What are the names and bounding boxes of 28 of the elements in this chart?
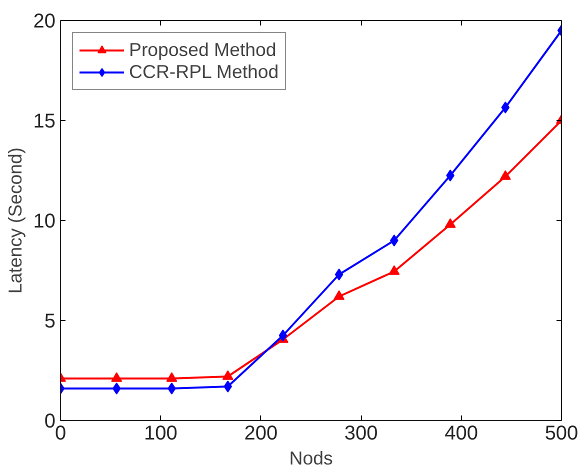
x-tick-label: 100 (144, 422, 178, 444)
legend-label: CCR-RPL Method (129, 61, 279, 83)
point (501, 102, 510, 114)
x-tick-label: 300 (344, 422, 378, 444)
point (446, 170, 454, 182)
y-tick-label: 10 (33, 210, 56, 232)
x-tick-label: 200 (244, 422, 278, 444)
point (390, 234, 398, 246)
point (224, 380, 232, 392)
y-tick-label: 20 (33, 10, 56, 32)
point (500, 170, 511, 180)
point (222, 370, 234, 380)
x-tick-label: 400 (444, 422, 478, 444)
x-tick-label: 500 (544, 422, 578, 444)
point (168, 382, 176, 394)
point (444, 218, 456, 228)
point (166, 372, 178, 382)
y-tick-label: 5 (44, 310, 56, 332)
y-axis-title: Latency (Second) (4, 147, 26, 294)
point (111, 372, 122, 382)
x-axis-title: Nods (289, 448, 333, 468)
legend-label: Proposed Method (129, 39, 276, 61)
point (334, 268, 344, 280)
point (388, 265, 400, 275)
point (278, 330, 288, 342)
y-tick-label: 15 (33, 110, 56, 132)
point (334, 290, 345, 300)
point (112, 382, 121, 394)
